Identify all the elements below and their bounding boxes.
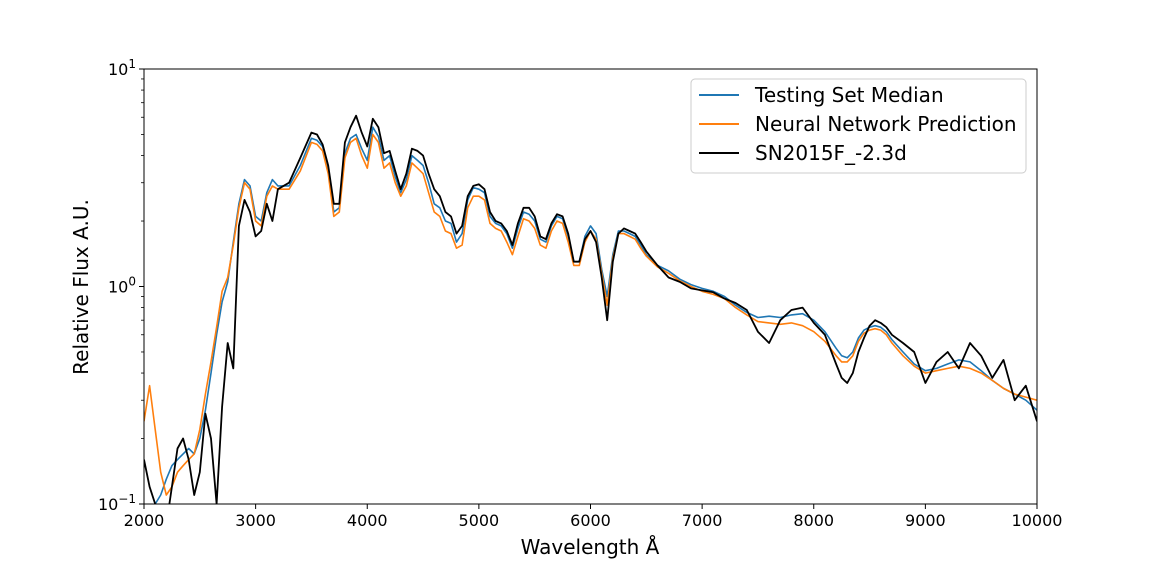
y-axis: 10−1 100 101 <box>98 57 144 514</box>
series-line-testing-set-median <box>154 126 1037 504</box>
legend: Testing Set Median Neural Network Predict… <box>690 78 1027 174</box>
y-tick-label: 101 <box>108 57 136 79</box>
x-tick-label: 10000 <box>1012 511 1063 530</box>
x-tick-label: 2000 <box>124 511 165 530</box>
legend-box <box>690 78 1027 174</box>
series-layer <box>144 114 1037 504</box>
legend-label: SN2015F_-2.3d <box>755 141 907 165</box>
x-tick-label: 7000 <box>682 511 723 530</box>
series-line-sn2015f-2-3d <box>144 114 1037 504</box>
x-tick-label: 4000 <box>347 511 388 530</box>
y-tick-label: 100 <box>108 275 136 297</box>
x-tick-label: 3000 <box>235 511 276 530</box>
x-tick-label: 8000 <box>793 511 834 530</box>
legend-label: Neural Network Prediction <box>755 112 1017 136</box>
series-line-neural-network-prediction <box>144 133 1037 496</box>
x-axis: 2000 3000 4000 5000 6000 7000 8000 9000 10000 <box>124 504 1063 530</box>
x-tick-label: 9000 <box>905 511 946 530</box>
y-tick-label: 10−1 <box>98 492 136 514</box>
y-axis-label: Relative Flux A.U. <box>69 199 93 375</box>
x-tick-label: 6000 <box>570 511 611 530</box>
legend-label: Testing Set Median <box>754 83 944 107</box>
x-axis-label: Wavelength Å <box>521 535 660 559</box>
x-tick-label: 5000 <box>459 511 500 530</box>
